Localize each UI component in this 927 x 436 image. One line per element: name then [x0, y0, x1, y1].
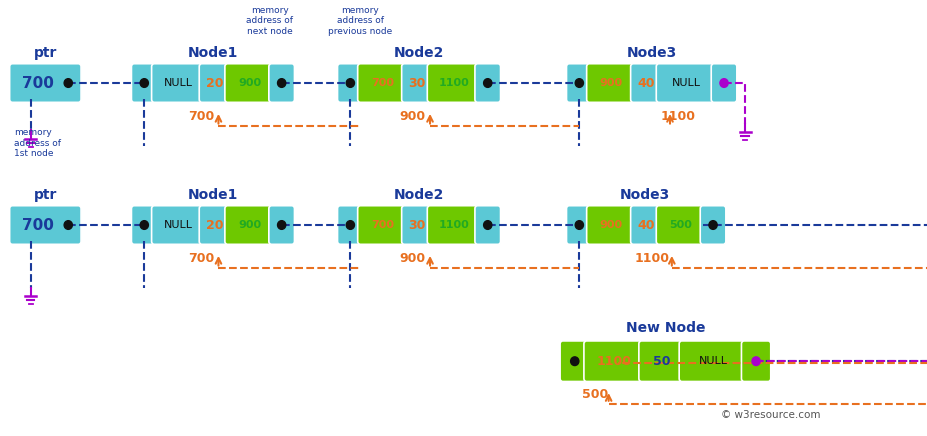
Text: 900: 900 [600, 78, 623, 88]
FancyBboxPatch shape [401, 64, 433, 102]
Text: 30: 30 [409, 218, 425, 232]
Text: 1100: 1100 [597, 355, 631, 368]
Text: 1100: 1100 [635, 252, 670, 266]
Text: memory
address of
next node: memory address of next node [247, 6, 293, 36]
Text: memory
address of
1st node: memory address of 1st node [14, 129, 61, 158]
Text: 1100: 1100 [661, 110, 696, 123]
FancyBboxPatch shape [225, 64, 274, 102]
FancyBboxPatch shape [587, 64, 636, 102]
FancyBboxPatch shape [630, 206, 662, 244]
Text: 20: 20 [206, 77, 223, 89]
FancyBboxPatch shape [269, 64, 295, 102]
Text: 50: 50 [653, 355, 670, 368]
Text: 500: 500 [669, 220, 692, 230]
FancyBboxPatch shape [566, 64, 592, 102]
FancyBboxPatch shape [225, 206, 274, 244]
FancyBboxPatch shape [427, 64, 480, 102]
Text: 900: 900 [400, 252, 425, 266]
FancyBboxPatch shape [587, 206, 636, 244]
FancyBboxPatch shape [475, 64, 501, 102]
FancyBboxPatch shape [199, 64, 231, 102]
Text: 700: 700 [22, 218, 54, 232]
FancyBboxPatch shape [9, 206, 81, 244]
FancyBboxPatch shape [679, 341, 747, 382]
Circle shape [277, 78, 286, 87]
FancyBboxPatch shape [711, 64, 737, 102]
FancyBboxPatch shape [152, 206, 205, 244]
FancyBboxPatch shape [630, 64, 662, 102]
Text: 1100: 1100 [438, 220, 469, 230]
Text: Node3: Node3 [627, 46, 677, 60]
Text: 700: 700 [371, 220, 394, 230]
FancyBboxPatch shape [700, 206, 726, 244]
FancyBboxPatch shape [269, 206, 295, 244]
Circle shape [277, 221, 286, 229]
Circle shape [720, 78, 729, 87]
Text: 700: 700 [187, 252, 214, 266]
Text: 1100: 1100 [438, 78, 469, 88]
Circle shape [64, 78, 72, 87]
Circle shape [346, 78, 354, 87]
Circle shape [752, 357, 760, 365]
FancyBboxPatch shape [358, 206, 407, 244]
Text: NULL: NULL [672, 78, 701, 88]
Circle shape [64, 221, 72, 229]
FancyBboxPatch shape [427, 206, 480, 244]
Text: Node2: Node2 [394, 46, 444, 60]
FancyBboxPatch shape [639, 341, 685, 382]
Text: Node1: Node1 [188, 188, 238, 202]
Text: 500: 500 [582, 388, 609, 401]
FancyBboxPatch shape [475, 206, 501, 244]
Text: 900: 900 [400, 110, 425, 123]
FancyBboxPatch shape [358, 64, 407, 102]
FancyBboxPatch shape [132, 64, 157, 102]
Text: NULL: NULL [164, 78, 193, 88]
Circle shape [346, 221, 354, 229]
Circle shape [484, 221, 492, 229]
Circle shape [484, 78, 492, 87]
Text: 700: 700 [371, 78, 394, 88]
Circle shape [576, 78, 583, 87]
Text: 40: 40 [638, 218, 655, 232]
FancyBboxPatch shape [337, 64, 363, 102]
Circle shape [140, 221, 148, 229]
FancyBboxPatch shape [199, 206, 231, 244]
Text: NULL: NULL [164, 220, 193, 230]
Text: ptr: ptr [33, 46, 57, 60]
Text: 900: 900 [600, 220, 623, 230]
FancyBboxPatch shape [566, 206, 592, 244]
Text: 20: 20 [206, 218, 223, 232]
FancyBboxPatch shape [337, 206, 363, 244]
FancyBboxPatch shape [9, 64, 81, 102]
Circle shape [709, 221, 717, 229]
FancyBboxPatch shape [656, 206, 705, 244]
Text: Node3: Node3 [620, 188, 670, 202]
FancyBboxPatch shape [656, 64, 717, 102]
Text: © w3resource.com: © w3resource.com [721, 410, 820, 420]
Text: 700: 700 [187, 110, 214, 123]
Text: NULL: NULL [699, 356, 728, 366]
Text: Node2: Node2 [394, 188, 444, 202]
FancyBboxPatch shape [152, 64, 205, 102]
Text: 700: 700 [22, 75, 54, 91]
Text: 30: 30 [409, 77, 425, 89]
Text: New Node: New Node [626, 321, 705, 335]
Text: ptr: ptr [33, 188, 57, 202]
Text: 900: 900 [238, 78, 261, 88]
Circle shape [576, 221, 583, 229]
FancyBboxPatch shape [742, 341, 770, 382]
FancyBboxPatch shape [560, 341, 590, 382]
Circle shape [140, 78, 148, 87]
Text: 40: 40 [638, 77, 655, 89]
FancyBboxPatch shape [584, 341, 644, 382]
Text: memory
address of
previous node: memory address of previous node [328, 6, 392, 36]
Text: Node1: Node1 [188, 46, 238, 60]
Text: 900: 900 [238, 220, 261, 230]
FancyBboxPatch shape [401, 206, 433, 244]
FancyBboxPatch shape [132, 206, 157, 244]
Circle shape [571, 357, 578, 365]
